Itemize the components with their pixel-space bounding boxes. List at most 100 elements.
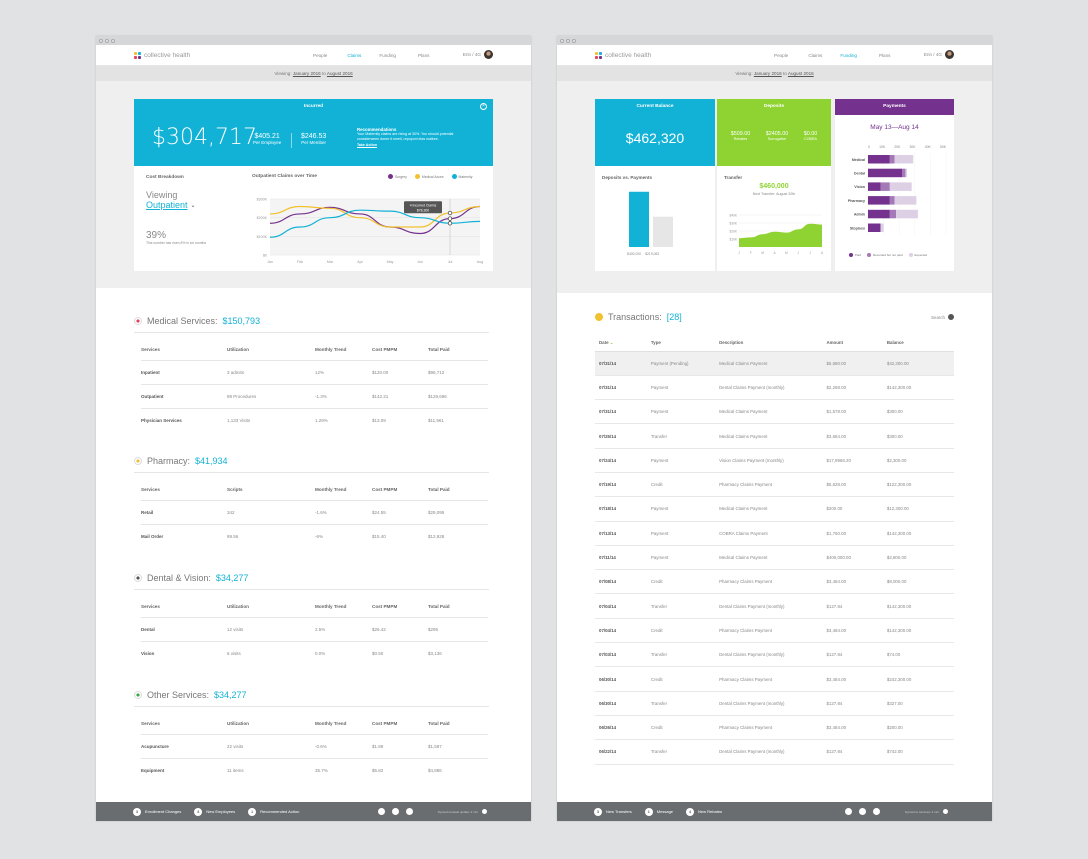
window-minimize-button[interactable]	[566, 38, 570, 43]
transfer-area[interactable]	[739, 223, 822, 247]
table-row[interactable]: Equipment 11 items 35.7% $5.82 $4,886	[141, 757, 488, 782]
transaction-row[interactable]: 07/13/14 Payment COBRA Claims Payment $1,76…	[595, 521, 954, 546]
bar-segment-pharmacy-paid[interactable]	[868, 196, 890, 205]
chat-icon[interactable]	[858, 808, 866, 815]
brand-logo[interactable]: collective health	[595, 52, 651, 59]
legend-item-surgery[interactable]: Surgery	[388, 174, 407, 179]
bar-segment-admin-paid[interactable]	[868, 209, 890, 219]
user-menu[interactable]: Erin / 4G	[924, 50, 954, 59]
column-header-cost-pmpm[interactable]: Cost PMPM	[372, 604, 398, 610]
chat-icon[interactable]	[391, 808, 399, 815]
date-from-link[interactable]: January 2016	[753, 71, 782, 76]
transaction-row[interactable]: 07/08/14 Credit Pharmacy Claims Payment $3,…	[595, 569, 954, 595]
legend-item-medical-acces[interactable]: Medical Acces	[414, 174, 444, 179]
footer-item-recommended-action[interactable]: 1 Recommended Action	[248, 807, 299, 816]
bar-segment-dental-recorded-but-not-paid[interactable]	[902, 168, 906, 178]
brand-logo[interactable]: collective health	[134, 52, 190, 59]
column-header-monthly-trend[interactable]: Monthly Trend	[315, 487, 347, 493]
column-header-description[interactable]: Description	[719, 335, 827, 352]
date-to-link[interactable]: August 2016	[787, 71, 814, 76]
mail-icon[interactable]	[405, 808, 413, 815]
bar-segment-vision-paid[interactable]	[868, 182, 881, 191]
column-header-cost-pmpm[interactable]: Cost PMPM	[372, 487, 398, 493]
phone-icon[interactable]	[377, 808, 385, 815]
avatar[interactable]	[945, 50, 954, 59]
sync-icon[interactable]	[482, 809, 487, 814]
sort-chevron-icon[interactable]: ⌄	[608, 339, 614, 345]
table-row[interactable]: Mail Order 89.56 -6% $15.40 $12,928	[141, 523, 488, 548]
bar-segment-pharmacy-recorded-but-not-paid[interactable]	[889, 196, 895, 205]
data-point-surgery[interactable]	[447, 216, 453, 221]
bar-segment-vision-expected[interactable]	[889, 182, 912, 191]
bar-segment-admin-recorded-but-not-paid[interactable]	[889, 209, 897, 219]
close-icon[interactable]: ×	[480, 103, 487, 110]
nav-claims[interactable]: Claims	[808, 53, 823, 58]
table-row[interactable]: Retail 342 -1.6% $24.55 $29,095	[141, 499, 488, 524]
data-point-maternity[interactable]	[447, 221, 453, 226]
bar-segment-medical-recorded-but-not-paid[interactable]	[889, 155, 895, 164]
footer-item-new-rebates[interactable]: 4 New Rebates	[686, 807, 722, 816]
transaction-row[interactable]: 07/19/14 Credit Pharmacy Claims Payment $5,…	[595, 472, 954, 498]
date-from-link[interactable]: January 2016	[292, 71, 321, 76]
transaction-row[interactable]: 06/30/14 Transfer Dental Claims Payment (m…	[595, 691, 954, 716]
nav-funding[interactable]: Funding	[840, 53, 857, 58]
avatar[interactable]	[484, 50, 493, 59]
column-header-services[interactable]: Services	[141, 487, 160, 493]
sync-icon[interactable]	[943, 809, 948, 814]
legend-item-maternity[interactable]: Maternity	[451, 174, 473, 179]
transaction-row[interactable]: 07/25/14 Transfer Medical Claims Payment $3…	[595, 423, 954, 449]
column-header-services[interactable]: Services	[141, 604, 160, 610]
nav-plans[interactable]: Plans	[878, 53, 891, 58]
window-maximize-button[interactable]	[111, 38, 115, 43]
table-row[interactable]: Acupuncture 22 visits -0.6% $1.89 $1,587	[141, 733, 488, 758]
bar-deposits[interactable]	[629, 191, 649, 247]
transaction-row[interactable]: 07/31/14 Payment Medical Claims Payment $1,…	[595, 399, 954, 425]
column-header-type[interactable]: Type	[650, 335, 720, 352]
column-header-amount[interactable]: Amount	[826, 335, 887, 352]
mail-icon[interactable]	[872, 808, 880, 815]
take-action-link[interactable]: Take Action	[357, 143, 377, 147]
bar-segment-vision-recorded-but-not-paid[interactable]	[880, 182, 890, 191]
footer-item-enrollment-changes[interactable]: 3 Enrollment Changes	[133, 807, 181, 816]
footer-item-new-transfers[interactable]: 3 New Transfers	[594, 807, 632, 816]
nav-funding[interactable]: Funding	[379, 53, 396, 58]
date-to-link[interactable]: August 2016	[326, 71, 353, 76]
column-header-scripts[interactable]: Scripts	[227, 487, 243, 493]
nav-plans[interactable]: Plans	[417, 53, 430, 58]
data-point-medical-acces[interactable]	[447, 210, 453, 216]
column-header-utilization[interactable]: Utilization	[227, 721, 249, 727]
transaction-row[interactable]: 07/18/14 Payment Medical Claims Payment $20…	[595, 496, 954, 522]
transaction-row[interactable]: 07/31/14 Payment Dental Claims Payment (mo…	[595, 375, 954, 401]
column-header-cost-pmpm[interactable]: Cost PMPM	[372, 721, 398, 727]
bar-segment-admin-expected[interactable]	[896, 209, 918, 219]
nav-people[interactable]: People	[774, 53, 789, 58]
transaction-row[interactable]: 07/24/14 Payment Vision Claims Payment (mo…	[595, 448, 954, 473]
column-header-cost-pmpm[interactable]: Cost PMPM	[372, 347, 398, 353]
table-row[interactable]: Outpatient 89 Procedures -1.3% $142.21 $129,…	[141, 383, 488, 408]
user-menu[interactable]: Erin / 4G	[463, 50, 493, 59]
bar-segment-pharmacy-expected[interactable]	[894, 196, 917, 205]
series-line-surgery[interactable]	[269, 205, 481, 235]
table-row[interactable]: Vision 6 visits 0.0% $0.50 $3,136	[141, 640, 488, 665]
table-row[interactable]: Physician Services 1,133 Visits 1.29% $13.0…	[141, 407, 488, 432]
bar-segment-medical-paid[interactable]	[868, 155, 890, 164]
search-icon[interactable]	[948, 314, 954, 320]
nav-claims[interactable]: Claims	[347, 53, 362, 58]
transaction-row[interactable]: 06/30/14 Credit Pharmacy Claims Payment $3,…	[595, 666, 954, 692]
column-header-services[interactable]: Services	[141, 347, 160, 353]
bar-segment-dental-expected[interactable]	[905, 168, 907, 178]
column-header-total-paid[interactable]: Total Paid	[428, 487, 450, 493]
bar-segment-stoploss-paid[interactable]	[868, 223, 881, 233]
series-line-maternity[interactable]	[269, 209, 481, 238]
nav-people[interactable]: People	[313, 53, 328, 58]
window-maximize-button[interactable]	[572, 38, 576, 43]
breakdown-select[interactable]: Outpatient ⌄	[146, 200, 206, 210]
column-header-total-paid[interactable]: Total Paid	[428, 721, 450, 727]
column-header-utilization[interactable]: Utilization	[227, 604, 249, 610]
column-header-total-paid[interactable]: Total Paid	[428, 347, 450, 353]
window-minimize-button[interactable]	[105, 38, 109, 43]
series-line-medical-acces[interactable]	[269, 205, 481, 228]
bar-payments[interactable]	[653, 216, 673, 247]
transaction-row[interactable]: 07/04/14 Transfer Dental Claims Payment (m…	[595, 593, 954, 619]
window-close-button[interactable]	[560, 38, 564, 43]
